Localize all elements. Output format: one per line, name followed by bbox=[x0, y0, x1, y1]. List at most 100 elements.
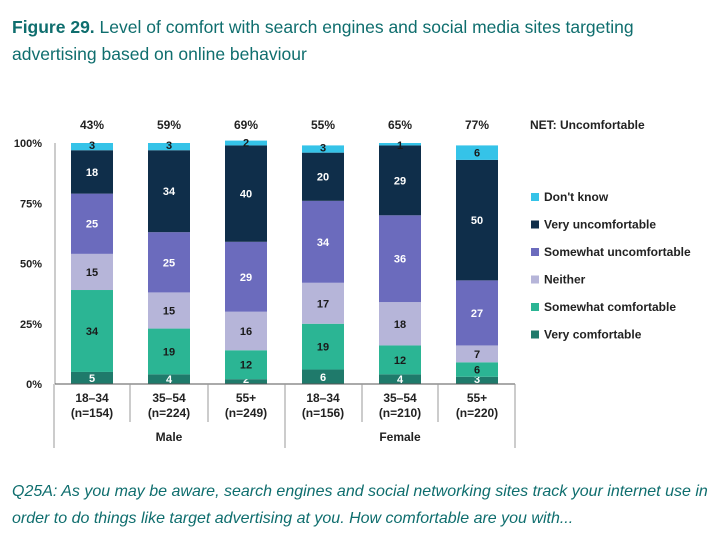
segment-value-label: 16 bbox=[240, 326, 252, 338]
legend-swatch bbox=[531, 220, 539, 229]
legend-swatch bbox=[531, 303, 539, 311]
bar-segment bbox=[225, 311, 267, 351]
legend-swatch bbox=[531, 193, 539, 201]
bar-segment bbox=[225, 350, 267, 380]
category-label-line2: (n=220) bbox=[456, 406, 498, 420]
segment-value-label: 3 bbox=[89, 140, 95, 152]
category-label-line1: 35–54 bbox=[383, 391, 417, 405]
category-label-line2: (n=224) bbox=[148, 406, 190, 420]
bar-segment bbox=[302, 369, 344, 384]
legend-label: Very uncomfortable bbox=[544, 218, 656, 232]
bar-segment bbox=[302, 323, 344, 370]
segment-value-label: 2 bbox=[243, 374, 249, 386]
bar-segment bbox=[379, 302, 421, 346]
bar-segment bbox=[456, 145, 498, 160]
bar-segment bbox=[71, 150, 113, 194]
segment-value-label: 29 bbox=[240, 272, 252, 284]
category-label-line1: 35–54 bbox=[152, 391, 186, 405]
y-tick-label: 75% bbox=[20, 198, 42, 210]
y-tick-label: 25% bbox=[20, 319, 42, 331]
net-label: NET: Uncomfortable bbox=[530, 118, 645, 132]
category-label-line1: 55+ bbox=[236, 391, 256, 405]
bar-segment bbox=[148, 143, 190, 151]
category-label-line1: 55+ bbox=[467, 391, 487, 405]
bar-segment bbox=[456, 362, 498, 377]
category-label-line2: (n=210) bbox=[379, 406, 421, 420]
y-tick-label: 100% bbox=[14, 138, 42, 150]
bar-segment bbox=[456, 345, 498, 363]
legend-swatch bbox=[531, 330, 539, 339]
net-value-label: 65% bbox=[388, 118, 412, 132]
segment-value-label: 1 bbox=[397, 140, 403, 152]
segment-value-label: 18 bbox=[394, 319, 406, 331]
segment-value-label: 20 bbox=[317, 172, 329, 184]
bar-segment bbox=[302, 152, 344, 201]
segment-value-label: 15 bbox=[86, 267, 98, 279]
question-footnote: Q25A: As you may be aware, search engine… bbox=[12, 483, 708, 527]
segment-value-label: 15 bbox=[163, 305, 175, 317]
figure-title: Figure 29. Level of comfort with search … bbox=[12, 14, 702, 68]
legend-label: Somewhat uncomfortable bbox=[544, 245, 691, 259]
bar-segment bbox=[71, 290, 113, 372]
category-label-line2: (n=156) bbox=[302, 406, 344, 420]
segment-value-label: 36 bbox=[394, 254, 406, 266]
segment-value-label: 19 bbox=[317, 342, 329, 354]
segment-value-label: 29 bbox=[394, 175, 406, 187]
segment-value-label: 5 bbox=[89, 373, 95, 385]
segment-value-label: 40 bbox=[240, 189, 252, 201]
legend-swatch bbox=[531, 275, 539, 284]
bar-segment bbox=[302, 145, 344, 153]
bar-segment bbox=[379, 345, 421, 375]
segment-value-label: 25 bbox=[86, 219, 98, 231]
group-label: Female bbox=[379, 430, 421, 444]
bar-segment bbox=[148, 150, 190, 233]
segment-value-label: 12 bbox=[240, 360, 252, 372]
segment-value-label: 18 bbox=[86, 167, 98, 179]
bar-segment bbox=[456, 280, 498, 346]
bar-segment bbox=[456, 159, 498, 281]
segment-value-label: 34 bbox=[317, 237, 330, 249]
net-value-label: 55% bbox=[311, 118, 335, 132]
bar-segment bbox=[379, 143, 421, 146]
bar-segment bbox=[148, 292, 190, 329]
legend-label: Somewhat comfortable bbox=[544, 300, 676, 314]
y-tick-label: 50% bbox=[20, 259, 42, 271]
category-label-line1: 18–34 bbox=[306, 391, 340, 405]
category-label-line1: 18–34 bbox=[75, 391, 109, 405]
bar-segment bbox=[379, 374, 421, 384]
segment-value-label: 3 bbox=[320, 142, 326, 154]
segment-value-label: 34 bbox=[163, 186, 176, 198]
segment-value-label: 27 bbox=[471, 308, 483, 320]
legend-label: Very comfortable bbox=[544, 328, 642, 342]
y-tick-label: 0% bbox=[26, 379, 42, 391]
bar-segment bbox=[225, 379, 267, 384]
legend-swatch bbox=[531, 248, 539, 256]
segment-value-label: 6 bbox=[320, 372, 326, 384]
bar-segment bbox=[148, 328, 190, 375]
bar-segment bbox=[148, 374, 190, 384]
net-value-label: 59% bbox=[157, 118, 181, 132]
group-label: Male bbox=[156, 430, 183, 444]
bar-segment bbox=[225, 145, 267, 242]
bar-segment bbox=[71, 253, 113, 291]
segment-value-label: 4 bbox=[397, 374, 404, 386]
segment-value-label: 12 bbox=[394, 355, 406, 367]
segment-value-label: 19 bbox=[163, 346, 175, 358]
segment-value-label: 34 bbox=[86, 326, 99, 338]
segment-value-label: 25 bbox=[163, 257, 175, 269]
bar-segment bbox=[379, 215, 421, 303]
segment-value-label: 2 bbox=[243, 138, 249, 150]
figure-title-text: Level of comfort with search engines and… bbox=[12, 17, 634, 64]
segment-value-label: 6 bbox=[474, 365, 480, 377]
segment-value-label: 50 bbox=[471, 215, 483, 227]
legend-label: Don't know bbox=[544, 190, 609, 204]
net-value-label: 77% bbox=[465, 118, 489, 132]
bar-segment bbox=[225, 241, 267, 312]
category-label-line2: (n=154) bbox=[71, 406, 113, 420]
net-value-label: 43% bbox=[80, 118, 104, 132]
segment-value-label: 3 bbox=[474, 374, 480, 386]
bar-segment bbox=[456, 376, 498, 384]
bar-segment bbox=[379, 145, 421, 216]
net-value-label: 69% bbox=[234, 118, 258, 132]
